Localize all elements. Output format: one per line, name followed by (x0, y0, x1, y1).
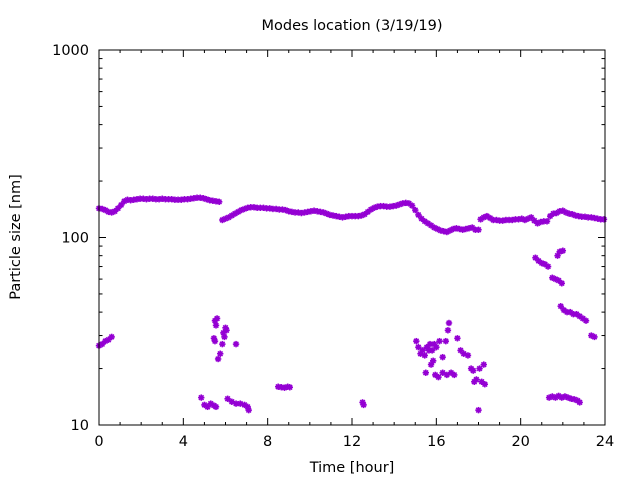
data-point (543, 218, 551, 225)
data-point (201, 401, 208, 409)
data-point (217, 350, 224, 357)
data-point (213, 315, 221, 322)
plot-frame (98, 49, 606, 426)
data-point (464, 352, 472, 359)
data-point (473, 376, 480, 383)
data-points (95, 194, 608, 414)
x-tick-label: 16 (427, 434, 445, 450)
data-point (286, 384, 294, 391)
x-tick-label: 12 (343, 434, 361, 450)
data-point (224, 395, 231, 402)
data-point (219, 340, 226, 348)
data-point (360, 401, 367, 409)
data-point (554, 252, 561, 259)
data-point (198, 394, 205, 401)
x-axis-label: Time [hour] (309, 460, 395, 476)
data-point (451, 371, 458, 379)
data-point (600, 216, 608, 223)
data-point (480, 361, 487, 368)
data-point (214, 355, 222, 363)
x-tick-label: 4 (179, 434, 188, 450)
data-point (476, 365, 483, 372)
chart-title: Modes location (3/19/19) (261, 18, 442, 34)
data-point (408, 202, 416, 209)
data-point (237, 400, 244, 407)
data-point (591, 333, 598, 341)
data-point (544, 263, 552, 270)
data-point (413, 337, 420, 345)
data-point (559, 247, 567, 254)
data-point (564, 394, 572, 401)
data-point (557, 303, 564, 310)
data-point (428, 347, 436, 354)
data-point (443, 371, 451, 379)
data-point (445, 319, 453, 327)
data-point (221, 333, 228, 341)
data-point (442, 337, 450, 345)
y-tick-label: 1000 (52, 43, 89, 59)
data-point (470, 367, 477, 374)
data-point (421, 352, 428, 359)
y-tick-label: 100 (61, 231, 89, 247)
data-point (436, 337, 443, 345)
data-point (582, 317, 590, 324)
data-point (232, 340, 240, 348)
data-point (215, 198, 223, 206)
y-tick-label: 10 (71, 418, 89, 434)
data-point (412, 206, 419, 214)
data-point (475, 226, 482, 233)
data-point (121, 198, 128, 205)
x-tick-label: 20 (511, 434, 529, 450)
data-point (245, 406, 252, 414)
tick-labels: 0 4 8 12 16 20 24 10 100 1000 (52, 43, 614, 450)
data-point (454, 335, 461, 342)
data-point (223, 327, 230, 334)
y-axis-label: Particle size [nm] (8, 174, 24, 300)
data-point (429, 357, 437, 364)
data-point (528, 214, 535, 221)
data-point (457, 347, 464, 354)
x-tick-label: 8 (263, 434, 272, 450)
data-point (444, 327, 452, 334)
data-point (433, 343, 440, 351)
data-point (204, 403, 211, 411)
data-point (439, 353, 446, 361)
data-point (576, 399, 583, 406)
data-point (108, 333, 115, 341)
data-point (478, 378, 485, 385)
data-point (405, 200, 413, 207)
data-point (211, 337, 219, 345)
data-point (212, 322, 220, 329)
x-tick-label: 0 (94, 434, 103, 450)
data-point (212, 403, 220, 411)
data-point (558, 280, 565, 287)
axis-ticks (98, 49, 606, 426)
x-tick-label: 24 (596, 434, 614, 450)
data-point (481, 381, 489, 388)
data-point (435, 373, 442, 381)
data-point (422, 369, 429, 376)
data-point (475, 406, 482, 414)
